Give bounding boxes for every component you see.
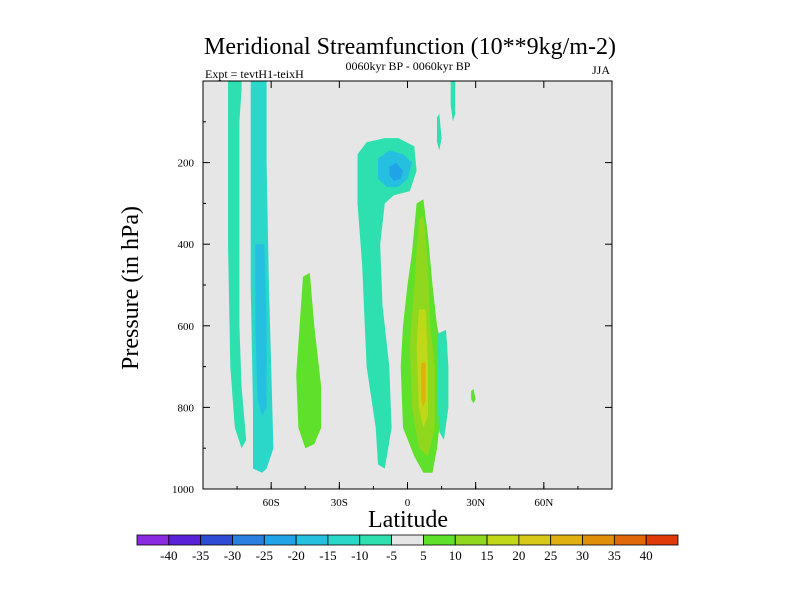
colorbar-swatch: [391, 534, 424, 546]
y-tick-label: 200: [178, 158, 195, 170]
colorbar-label: -25: [256, 548, 273, 563]
contour-orange-core-eq: [421, 362, 426, 408]
colorbar-label: 20: [512, 548, 525, 563]
colorbar-swatch: [613, 534, 647, 546]
colorbar-swatch: [423, 534, 456, 546]
x-tick-label: 0: [405, 497, 411, 509]
x-tick-label: 60N: [534, 497, 553, 509]
contour-green-band-70s: [228, 81, 247, 449]
period-label: 0060kyr BP - 0060kyr BP: [346, 59, 471, 73]
contour-cyan-strip-top-20n: [450, 81, 456, 122]
colorbar-swatch: [518, 534, 552, 546]
contour-cyan-strip-eq-top: [437, 113, 442, 151]
contour-cyan-strip-15n: [437, 329, 449, 440]
colorbar-swatch: [136, 534, 170, 546]
colorbar-swatch: [263, 534, 297, 546]
contour-blue-inner-10s: [389, 162, 403, 181]
contour-blue-core-65s: [255, 244, 267, 416]
colorbar-swatch: [359, 534, 392, 546]
colorbar-swatch: [200, 534, 233, 546]
season-label: JJA: [592, 63, 610, 77]
y-tick-label: 600: [178, 321, 195, 333]
colorbar-label: 10: [449, 548, 462, 563]
y-tick-label: 400: [178, 239, 195, 251]
contour-cyan-region-10s: [357, 138, 417, 469]
colorbar-swatch: [486, 534, 520, 546]
x-tick-label: 30N: [466, 497, 485, 509]
colorbar-swatch: [327, 534, 361, 546]
colorbar-swatch: [550, 534, 583, 546]
colorbar-label: -10: [351, 548, 368, 563]
colorbar-swatch: [645, 534, 679, 546]
colorbar-label: -20: [287, 548, 304, 563]
colorbar: -40 -35 -30 -25 -20 -15 -10 -5 5 10 15 20 25 30 35 40: [136, 534, 679, 563]
colorbar-label: -30: [224, 548, 241, 563]
y-tick-label: 1000: [172, 484, 195, 496]
x-tick-label: 60S: [263, 497, 280, 509]
colorbar-label: -40: [160, 548, 177, 563]
colorbar-label: 35: [608, 548, 621, 563]
colorbar-label: -35: [192, 548, 209, 563]
colorbar-label: 15: [481, 548, 494, 563]
y-axis-label: Pressure (in hPa): [118, 206, 144, 370]
colorbar-swatch: [168, 534, 202, 546]
colorbar-label: 5: [420, 548, 427, 563]
y-tick-label: 800: [178, 402, 195, 414]
colorbar-label: -5: [386, 548, 397, 563]
colorbar-label: 30: [576, 548, 589, 563]
colorbar-swatch: [232, 534, 265, 546]
contour-green-blob-45s: [296, 272, 322, 449]
axes: 60S 30S 0 30N 60N 200 400 600 800 1000: [172, 80, 613, 509]
colorbar-swatch: [295, 534, 329, 546]
contour-green-dot-25n: [471, 389, 476, 404]
colorbar-swatch: [454, 534, 488, 546]
colorbar-label: 40: [640, 548, 653, 563]
colorbar-swatch: [582, 534, 615, 546]
colorbar-label: 25: [544, 548, 557, 563]
x-tick-label: 30S: [331, 497, 348, 509]
x-axis-label: Latitude: [368, 507, 448, 533]
plot-area: [203, 81, 612, 489]
chart-title: Meridional Streamfunction (10**9kg/m-2): [204, 34, 616, 60]
colorbar-label: -15: [319, 548, 336, 563]
experiment-label: Expt = tevtH1-teixH: [205, 67, 304, 81]
